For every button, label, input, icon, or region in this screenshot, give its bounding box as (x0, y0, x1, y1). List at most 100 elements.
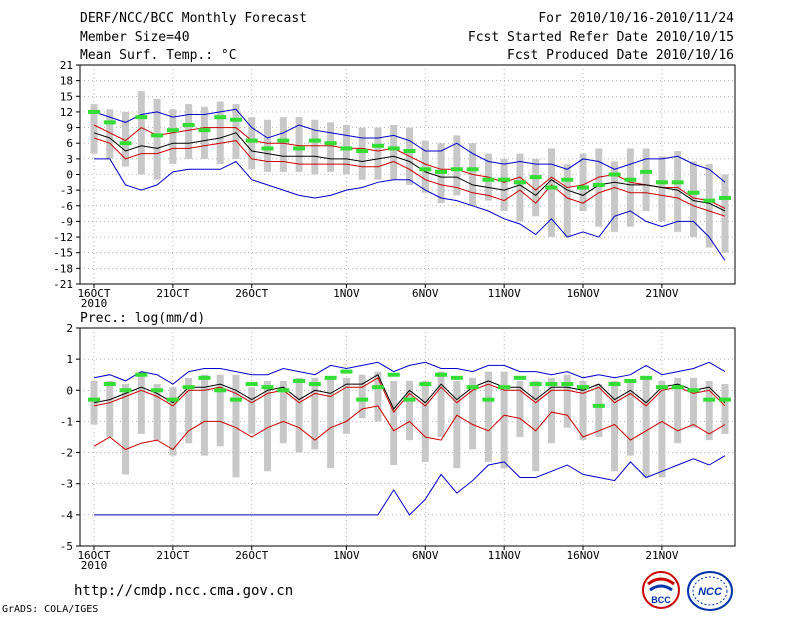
p1-median-mark (529, 175, 542, 180)
p1-median-mark (277, 138, 290, 143)
p1-x-tick-label: 6NOV (412, 287, 439, 300)
p2-median-mark (324, 375, 337, 380)
p2-median-mark (466, 385, 479, 390)
p1-y-tick-label: 18 (60, 75, 73, 88)
p1-x-tick-label: 11NOV (488, 287, 521, 300)
p2-x-tick-label: 6NOV (412, 549, 439, 562)
p2-box (295, 377, 303, 453)
p1-median-mark (371, 143, 384, 148)
p2-box (437, 371, 445, 437)
p1-median-mark (592, 182, 605, 187)
p1-median-mark (88, 109, 100, 114)
p2-median-mark (166, 397, 179, 402)
p2-x-tick-label: 16OCT (77, 549, 110, 562)
p1-box (721, 174, 729, 253)
p1-series-lower (93, 137, 726, 217)
p1-box (90, 104, 98, 154)
p2-box (200, 374, 208, 456)
p1-x-tick-label: 21OCT (156, 287, 189, 300)
p1-y-tick-label: -18 (53, 262, 73, 275)
p1-y-tick-label: 21 (60, 59, 73, 72)
p2-x-tick-label: 26OCT (235, 549, 268, 562)
p1-median-mark (687, 190, 700, 195)
p2-median-mark (655, 385, 668, 390)
p1-box (216, 101, 224, 165)
p2-box (547, 377, 555, 444)
p1-median-mark (498, 177, 511, 182)
bcc-logo: BCC (642, 571, 680, 609)
p2-box (279, 380, 287, 444)
p2-median-mark (403, 397, 416, 402)
p1-x-tick-label: 16NOV (566, 287, 599, 300)
header-period: For 2010/10/16-2010/11/24 (538, 11, 734, 26)
p2-box (642, 377, 650, 478)
p1-y-tick-label: 9 (66, 122, 73, 135)
p1-box (658, 156, 666, 222)
p2-median-mark (308, 382, 321, 387)
p2-median-mark (545, 382, 558, 387)
p2-y-tick-label: -5 (60, 540, 73, 553)
p2-x-tick-label: 11NOV (488, 549, 521, 562)
p2-box (374, 371, 382, 422)
p1-x-tick-label: 1NOV (333, 287, 360, 300)
p2-y-tick-label: 2 (66, 322, 73, 335)
p2-box (169, 387, 177, 456)
p1-median-mark (166, 128, 179, 133)
p2-box (658, 380, 666, 478)
p1-series-mean (93, 132, 726, 212)
p1-median-mark (103, 120, 116, 125)
p2-box (579, 380, 587, 441)
p2-median-mark (151, 388, 164, 393)
p1-median-mark (245, 138, 258, 143)
p1-box (358, 127, 366, 180)
p1-median-mark (308, 138, 321, 143)
footer-url[interactable]: http://cmdp.ncc.cma.gov.cn (74, 583, 294, 599)
bcc-logo-label: BCC (651, 595, 671, 605)
header-member-size: Member Size=40 (80, 30, 190, 45)
p1-y-tick-label: -9 (60, 215, 73, 228)
p1-median-mark (577, 185, 590, 190)
p2-box (532, 380, 540, 472)
p2-median-mark (277, 388, 290, 393)
p2-median-mark (719, 397, 731, 402)
p2-median-mark (229, 397, 242, 402)
p2-box (311, 377, 319, 450)
p1-median-mark (435, 169, 448, 174)
p2-median-mark (482, 397, 495, 402)
p1-box (547, 148, 555, 238)
p1-box (611, 161, 619, 232)
p2-median-mark (182, 385, 195, 390)
p2-median-mark (513, 375, 526, 380)
p2-series-min (94, 455, 726, 516)
p1-median-mark (229, 117, 242, 122)
p1-box (153, 98, 161, 180)
p2-box (216, 374, 224, 447)
p1-box (185, 104, 193, 159)
p1-y-tick-label: -6 (60, 200, 73, 213)
p1-median-mark (655, 180, 668, 185)
p1-median-mark (119, 141, 132, 146)
p2-median-mark (498, 385, 511, 390)
p2-box (421, 380, 429, 462)
p2-median-mark (687, 388, 700, 393)
p1-median-mark (640, 169, 653, 174)
p2-median-mark (671, 385, 684, 390)
p2-box (611, 380, 619, 472)
p2-median-mark (624, 378, 637, 383)
p2-box (137, 371, 145, 434)
p1-median-mark (513, 180, 526, 185)
p1-y-tick-label: 0 (66, 169, 73, 182)
p1-x-tick-label: 26OCT (235, 287, 268, 300)
p1-box (642, 148, 650, 211)
p1-y-tick-label: -21 (53, 278, 73, 291)
p2-y-tick-label: -1 (60, 415, 73, 428)
ncc-logo: NCC (687, 571, 733, 611)
p1-median-mark (340, 146, 353, 151)
p2-median-mark (450, 375, 463, 380)
p1-y-tick-label: 3 (66, 153, 73, 166)
p2-series-lower (93, 377, 726, 414)
p1-box (626, 148, 634, 227)
p2-median-mark (135, 372, 148, 377)
p1-box (106, 109, 114, 159)
